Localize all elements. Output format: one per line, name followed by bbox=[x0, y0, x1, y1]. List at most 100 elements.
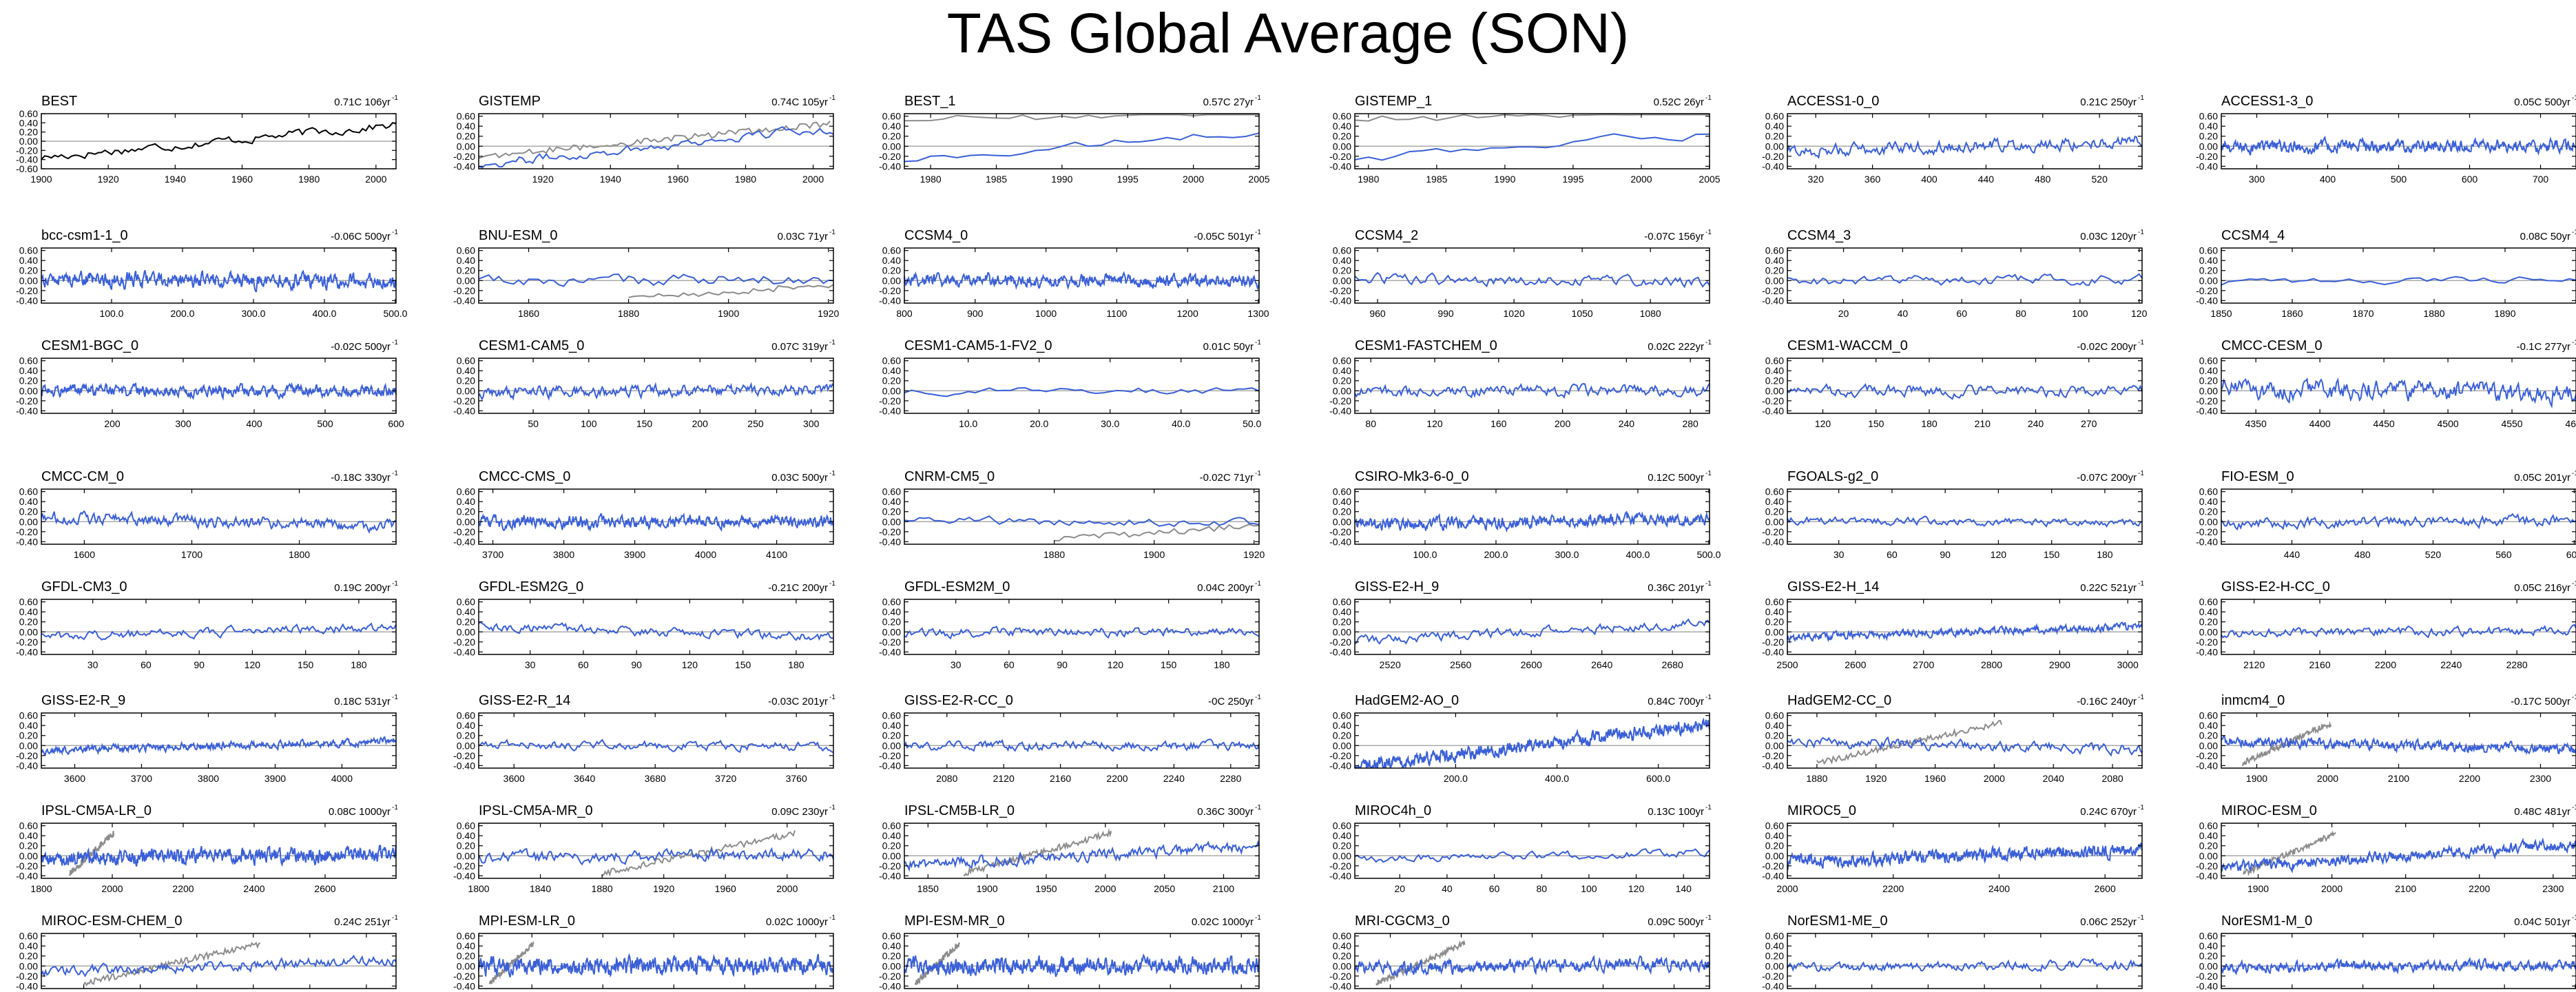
y-tick-label: 0.40 bbox=[2199, 365, 2218, 376]
panel-hadgem2-ao_0: HadGEM2-AO_0 0.84C 700yr -1 0.600.400.200.0… bbox=[1329, 693, 1712, 784]
panel-trend-stat: 0.08C 1000yr bbox=[329, 806, 391, 818]
series-line bbox=[904, 953, 1260, 978]
y-tick-label: -0.20 bbox=[1762, 750, 1784, 761]
x-tick-label: 100.0 bbox=[1413, 549, 1437, 560]
panel-access1-0_0: ACCESS1-0_0 0.21C 250yr -1 0.600.400.200.00… bbox=[1762, 94, 2144, 185]
y-tick-label: 0.00 bbox=[1765, 275, 1784, 286]
y-tick-label: 0.60 bbox=[19, 597, 38, 608]
series-line bbox=[41, 121, 397, 161]
reference-series-line bbox=[1054, 524, 1260, 541]
panel-frame bbox=[41, 358, 397, 414]
panel-title: GISS-E2-R_14 bbox=[479, 693, 570, 708]
x-tick-label: 4450 bbox=[2374, 418, 2395, 429]
y-tick-label: 0.60 bbox=[2199, 820, 2218, 831]
y-tick-label: -0.40 bbox=[2196, 405, 2218, 416]
x-tick-label: 150 bbox=[1161, 659, 1177, 670]
reference-series-line bbox=[601, 830, 796, 877]
y-tick-label: 0.40 bbox=[457, 255, 475, 266]
y-tick-label: 0.60 bbox=[457, 486, 475, 497]
panel-frame bbox=[1354, 358, 1710, 414]
panel-trend-stat: -0.02C 200yr bbox=[2077, 341, 2137, 353]
panel-frame bbox=[478, 599, 834, 655]
y-tick-label: -0.40 bbox=[879, 536, 901, 547]
panel-title: CESM1-CAM5_0 bbox=[479, 338, 584, 353]
y-tick-label: -0.20 bbox=[2196, 151, 2218, 162]
panel-trend-exponent: -1 bbox=[1705, 694, 1712, 701]
y-tick-label: 0.40 bbox=[457, 830, 475, 841]
y-tick-label: -0.40 bbox=[2196, 161, 2218, 172]
y-tick-label: 0.40 bbox=[19, 365, 38, 376]
x-tick-label: 250 bbox=[747, 418, 764, 429]
panel-title: GISS-E2-H_14 bbox=[1787, 579, 1879, 595]
x-tick-label: 150 bbox=[735, 659, 751, 670]
x-tick-label: 3700 bbox=[131, 773, 152, 784]
x-tick-label: 1980 bbox=[735, 174, 756, 185]
panel-frame bbox=[478, 247, 834, 304]
x-tick-label: 300 bbox=[2249, 174, 2265, 185]
y-tick-label: 0.00 bbox=[1333, 141, 1351, 152]
reference-series-line bbox=[2243, 830, 2336, 877]
panel-mpi-esm-lr_0: MPI-ESM-LR_0 0.02C 1000yr -1 0.600.400.200.… bbox=[453, 913, 835, 991]
panel-trend-stat: 0.74C 105yr bbox=[771, 96, 828, 108]
panel-ccsm4_4: CCSM4_4 0.08C 50yr-1 0.600.400.200.00-0.20… bbox=[2196, 228, 2576, 319]
reference-series-line bbox=[914, 942, 960, 986]
y-tick-label: -0.40 bbox=[453, 870, 475, 881]
y-tick-label: 0.20 bbox=[2199, 265, 2218, 276]
y-tick-label: -0.20 bbox=[453, 395, 475, 406]
x-tick-label: 2120 bbox=[2243, 659, 2265, 670]
y-tick-label: 0.40 bbox=[2199, 940, 2218, 951]
x-tick-label: 30 bbox=[951, 659, 962, 670]
panel-cmcc-cesm_0: CMCC-CESM_0 -0.1C 277yr-1 0.600.400.200.00… bbox=[2196, 338, 2576, 429]
x-tick-label: 2160 bbox=[2309, 659, 2330, 670]
panel-trend-exponent: -1 bbox=[2138, 580, 2144, 588]
y-tick-label: -0.40 bbox=[453, 760, 475, 771]
series-line bbox=[1787, 621, 2143, 644]
y-tick-label: 0.20 bbox=[1765, 951, 1784, 962]
y-tick-label: -0.20 bbox=[1329, 971, 1351, 982]
x-tick-label: 1850 bbox=[2210, 308, 2232, 319]
x-tick-label: 2680 bbox=[1662, 659, 1683, 670]
panel-trend-stat: 0.05C 500yr bbox=[2514, 96, 2570, 108]
panel-trend-stat: 0.02C 222yr bbox=[1648, 341, 1704, 353]
x-tick-label: 200 bbox=[1555, 418, 1571, 429]
panel-giss-e2-h-cc_0: GISS-E2-H-CC_0 0.05C 216yr-1 0.600.400.200… bbox=[2196, 579, 2576, 670]
y-tick-label: 0.20 bbox=[19, 730, 38, 741]
x-tick-label: 20 bbox=[1394, 883, 1405, 894]
y-tick-label: 0.00 bbox=[882, 516, 901, 527]
y-tick-label: -0.40 bbox=[1762, 161, 1784, 172]
panel-gistemp: GISTEMP 0.74C 105yr -1 0.600.400.200.00-0.2… bbox=[453, 94, 835, 185]
panel-trend-exponent: -1 bbox=[829, 339, 835, 347]
x-tick-label: 100 bbox=[2072, 308, 2088, 319]
series-line bbox=[2221, 734, 2576, 756]
series-line bbox=[478, 953, 834, 978]
x-tick-label: 2900 bbox=[2049, 659, 2070, 670]
y-tick-label: -0.40 bbox=[879, 295, 901, 306]
x-tick-label: 4100 bbox=[766, 549, 787, 560]
y-tick-label: 0.00 bbox=[457, 850, 475, 861]
x-tick-label: 120 bbox=[1628, 883, 1645, 894]
y-tick-label: 0.40 bbox=[882, 720, 901, 731]
panel-frame bbox=[2221, 488, 2576, 545]
series-line bbox=[1354, 955, 1710, 977]
y-tick-label: 0.00 bbox=[882, 275, 901, 286]
y-tick-label: 0.20 bbox=[2199, 506, 2218, 517]
x-tick-label: 1880 bbox=[1806, 773, 1827, 784]
panel-title: ACCESS1-3_0 bbox=[2221, 94, 2313, 109]
x-tick-label: 600 bbox=[2462, 174, 2478, 185]
x-tick-label: 500 bbox=[2391, 174, 2407, 185]
x-tick-label: 1800 bbox=[468, 883, 489, 894]
x-tick-label: 1900 bbox=[977, 883, 998, 894]
x-tick-label: 90 bbox=[1940, 549, 1951, 560]
y-tick-label: 0.20 bbox=[882, 617, 901, 628]
x-tick-label: 320 bbox=[1808, 174, 1825, 185]
x-tick-label: 50.0 bbox=[1243, 418, 1261, 429]
x-tick-label: 1880 bbox=[1043, 549, 1065, 560]
x-tick-label: 120 bbox=[2131, 308, 2148, 319]
y-tick-label: -0.20 bbox=[879, 395, 901, 406]
panel-frame bbox=[1787, 488, 2143, 545]
y-tick-label: 0.40 bbox=[1765, 720, 1784, 731]
panel-trend-stat: 0.13C 100yr bbox=[1648, 806, 1704, 818]
y-tick-label: 0.60 bbox=[1765, 820, 1784, 831]
y-tick-label: 0.00 bbox=[2199, 626, 2218, 637]
